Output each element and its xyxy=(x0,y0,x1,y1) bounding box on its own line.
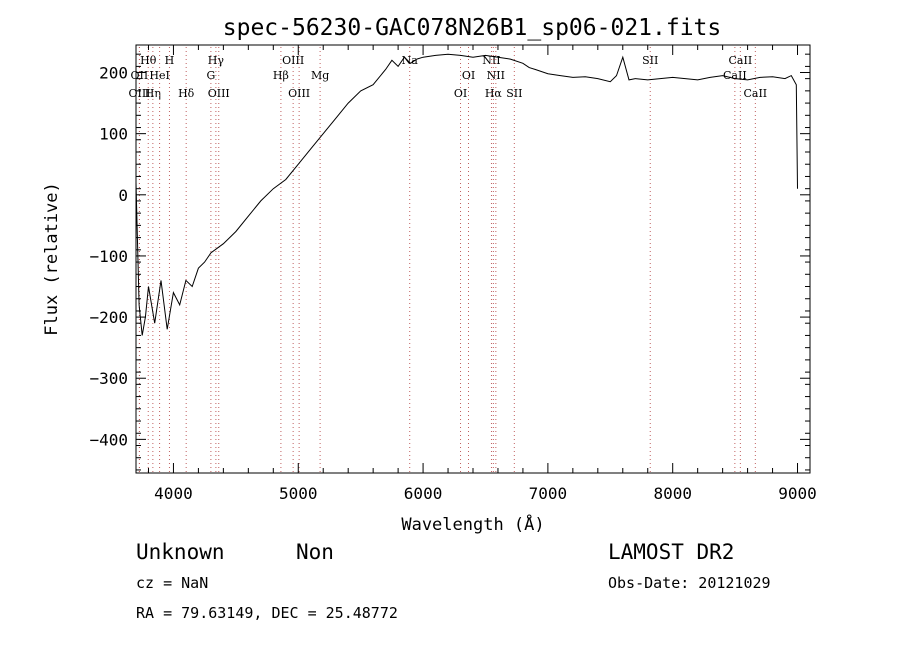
line-marker-label: H xyxy=(165,54,175,67)
line-marker-label: Na xyxy=(402,54,419,67)
line-marker-label: OIII xyxy=(288,87,310,100)
line-marker-label: OI xyxy=(454,87,467,100)
line-marker-label: Hγ xyxy=(208,54,225,67)
survey-label: LAMOST DR2 xyxy=(608,540,735,564)
line-marker-label: Mg xyxy=(311,69,329,82)
line-markers: HθOIIOIIIHηHeIHHδHγGOIIIOIIIHβOIIIMgNaOI… xyxy=(128,47,767,473)
x-axis-label: Wavelength (Å) xyxy=(401,513,544,535)
line-marker-label: SII xyxy=(642,54,658,67)
x-tick-label: 8000 xyxy=(653,484,692,503)
x-tick-label: 4000 xyxy=(154,484,193,503)
class-label: Unknown xyxy=(136,540,225,564)
x-tick-label: 6000 xyxy=(404,484,443,503)
line-marker-label: Hθ xyxy=(140,54,157,67)
y-tick-label: −300 xyxy=(89,369,128,388)
line-marker-label: OIII xyxy=(208,87,230,100)
line-marker-label: CaII xyxy=(743,87,767,100)
axis-ticks: 4000 5000 6000 7000 8000 9000 −400 −300 −200 −100… xyxy=(89,45,817,503)
subclass-label: Non xyxy=(296,540,334,564)
line-marker-label: NII xyxy=(487,69,505,82)
line-marker-label: OI xyxy=(462,69,475,82)
y-axis-label: Flux (relative) xyxy=(42,182,62,336)
x-tick-label: 9000 xyxy=(778,484,817,503)
y-tick-label: −100 xyxy=(89,247,128,266)
line-marker-label: Hα xyxy=(485,87,503,100)
redshift-label: cz = NaN xyxy=(136,574,209,592)
y-tick-label: 100 xyxy=(99,125,128,144)
chart-title: spec-56230-GAC078N26B1_sp06-021.fits xyxy=(223,15,722,41)
line-marker-label: Hη xyxy=(145,87,161,100)
line-marker-label: Hβ xyxy=(273,69,289,82)
x-tick-label: 7000 xyxy=(529,484,568,503)
obs-date-label: Obs-Date: 20121029 xyxy=(608,574,771,592)
x-tick-label: 5000 xyxy=(279,484,318,503)
y-tick-label: −400 xyxy=(89,430,128,449)
y-tick-label: −200 xyxy=(89,308,128,327)
y-tick-label: 0 xyxy=(118,186,128,205)
y-tick-label: 200 xyxy=(99,64,128,83)
line-marker-label: CaII xyxy=(723,69,747,82)
plot-frame xyxy=(135,44,811,474)
line-marker-label: CaII xyxy=(729,54,753,67)
line-marker-label: Hδ xyxy=(178,87,195,100)
series-line xyxy=(135,53,798,336)
coordinates-label: RA = 79.63149, DEC = 25.48772 xyxy=(136,604,398,622)
line-marker-label: OIII xyxy=(282,54,304,67)
line-marker-label: HeI xyxy=(149,69,169,82)
line-marker-label: OIII xyxy=(128,87,150,100)
line-marker-label: SII xyxy=(506,87,522,100)
line-marker-label: G xyxy=(206,69,215,82)
